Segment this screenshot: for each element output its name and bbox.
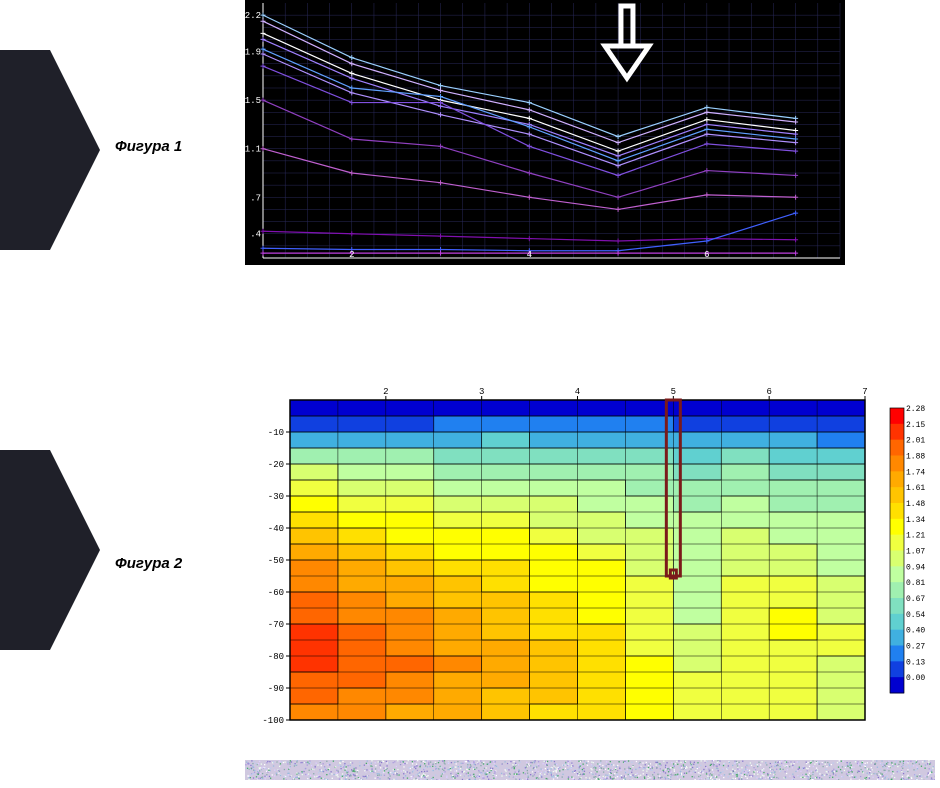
svg-text:1.34: 1.34 [906,516,925,525]
svg-text:1.74: 1.74 [906,468,925,477]
chevron-decoration-2 [0,450,100,650]
svg-text:0.94: 0.94 [906,563,925,572]
svg-text:5: 5 [671,387,676,397]
svg-text:6: 6 [766,387,771,397]
figure-1-label: Фигура 1 [115,138,182,155]
noise-strip-decoration [245,760,935,780]
svg-text:3: 3 [479,387,484,397]
svg-text:.7: .7 [250,193,261,203]
svg-text:4: 4 [527,250,532,260]
figure-1-chart: .4 .7 1.1 1.5 1.9 2.2 2 4 6 [245,0,845,265]
svg-text:-80: -80 [268,652,284,662]
svg-text:-10: -10 [268,428,284,438]
svg-text:-20: -20 [268,460,284,470]
svg-text:-100: -100 [262,716,284,725]
svg-text:7: 7 [862,387,867,397]
svg-text:1.48: 1.48 [906,500,925,509]
svg-text:-40: -40 [268,524,284,534]
svg-text:-50: -50 [268,556,284,566]
svg-text:1.61: 1.61 [906,484,925,493]
svg-text:1.21: 1.21 [906,532,925,541]
figure-2-label: Фигура 2 [115,555,182,572]
svg-text:2.15: 2.15 [906,421,925,430]
chevron-decoration-1 [0,50,100,250]
svg-text:0.67: 0.67 [906,595,925,604]
svg-text:-70: -70 [268,620,284,630]
svg-text:0.00: 0.00 [906,674,925,683]
svg-text:2: 2 [383,387,388,397]
svg-text:0.54: 0.54 [906,611,925,620]
svg-text:.4: .4 [250,230,261,240]
svg-text:-30: -30 [268,492,284,502]
svg-text:1.07: 1.07 [906,548,925,557]
figure-2-chart: 2 3 4 5 6 7 -10 -20 -30 -40 -50 -60 -70 -80 -90 -100 2.2… [245,380,935,725]
svg-text:4: 4 [575,387,580,397]
svg-text:2: 2 [349,250,354,260]
svg-text:6: 6 [704,250,709,260]
svg-text:0.81: 0.81 [906,579,925,588]
svg-text:1.9: 1.9 [245,48,261,58]
svg-text:-90: -90 [268,684,284,694]
svg-text:1.5: 1.5 [245,96,261,106]
svg-text:0.13: 0.13 [906,658,925,667]
svg-text:0.27: 0.27 [906,643,925,652]
svg-text:0.40: 0.40 [906,627,925,636]
svg-text:2.28: 2.28 [906,405,925,414]
svg-text:1.88: 1.88 [906,453,925,462]
svg-text:2.2: 2.2 [245,11,261,21]
svg-text:-60: -60 [268,588,284,598]
svg-text:1.1: 1.1 [245,145,261,155]
svg-text:2.01: 2.01 [906,437,925,446]
